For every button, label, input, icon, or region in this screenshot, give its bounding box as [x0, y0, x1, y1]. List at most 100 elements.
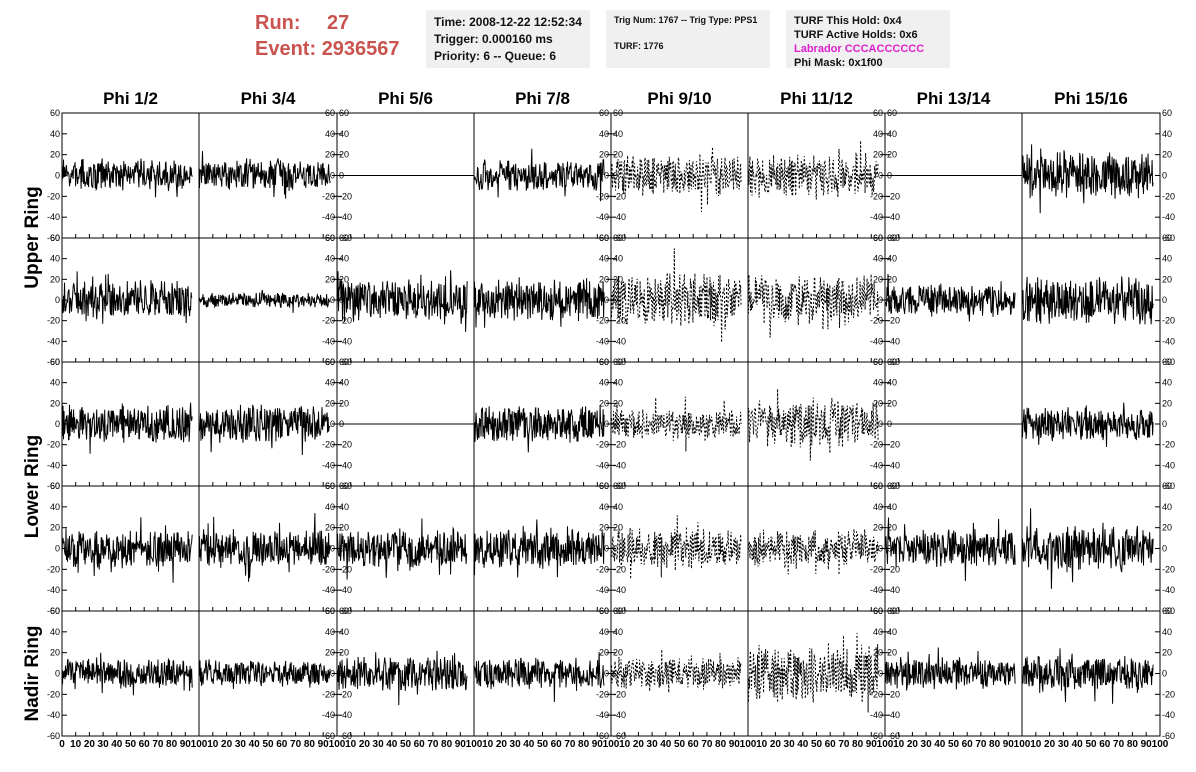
x-tick-label: 60: [551, 739, 563, 750]
y-tick-label: -20: [596, 564, 609, 574]
x-tick-label: 100: [603, 739, 620, 750]
y-tick-label: 0: [604, 171, 609, 181]
column-title: Phi 7/8: [515, 89, 570, 108]
y-tick-label: -40: [322, 212, 335, 222]
y-tick-label: 40: [613, 254, 623, 264]
x-tick-label: 30: [647, 739, 659, 750]
y-tick-label: 40: [613, 378, 623, 388]
y-tick-label: -20: [339, 191, 352, 201]
y-tick-label: 0: [878, 419, 883, 429]
waveform-trace: [610, 515, 742, 580]
y-tick-label: 20: [599, 523, 609, 533]
y-tick-label: 40: [873, 502, 883, 512]
y-tick-label: 20: [613, 150, 623, 160]
y-tick-label: -20: [887, 191, 900, 201]
y-tick-label: 0: [330, 171, 335, 181]
waveform-trace: [473, 405, 605, 453]
waveform-cell: -60 -40 -20 0 20 40 60: [1021, 108, 1175, 243]
y-tick-label: -40: [596, 460, 609, 470]
x-tick-label: 80: [304, 739, 316, 750]
waveform-cell: -60 -40 -20 0 20 40 60: [1021, 357, 1175, 491]
y-tick-label: -60: [47, 233, 60, 243]
y-tick-label: -40: [887, 212, 900, 222]
waveform-cell: -60 -40 -20 0 20 40 60: [47, 108, 200, 243]
y-tick-label: 60: [1162, 481, 1172, 491]
x-tick-label: 50: [1085, 739, 1097, 750]
y-tick-label: -60: [47, 357, 60, 367]
y-tick-label: -20: [887, 440, 900, 450]
y-tick-label: 20: [1162, 648, 1172, 658]
y-tick-label: -20: [1162, 440, 1175, 450]
y-tick-label: 20: [325, 398, 335, 408]
y-tick-label: 0: [55, 171, 60, 181]
y-tick-label: -40: [613, 460, 626, 470]
column-title: Phi 5/6: [378, 89, 433, 108]
y-tick-label: 40: [339, 627, 349, 637]
y-tick-label: -40: [887, 336, 900, 346]
y-tick-label: 20: [887, 648, 897, 658]
y-tick-label: -20: [322, 191, 335, 201]
x-tick-label: 60: [825, 739, 837, 750]
x-tick-label: 10: [70, 739, 82, 750]
y-tick-label: 40: [887, 254, 897, 264]
y-tick-label: 60: [50, 606, 60, 616]
y-tick-label: 20: [339, 398, 349, 408]
y-tick-label: 20: [339, 150, 349, 160]
x-tick-label: 70: [1113, 739, 1125, 750]
y-tick-label: 20: [1162, 274, 1172, 284]
turf-holds-panel: TURF This Hold: 0x4 TURF Active Holds: 0…: [786, 10, 950, 69]
x-tick-label: 40: [523, 739, 535, 750]
run-event-readout: Run: 27 Event: 2936567: [255, 10, 400, 62]
x-tick-label: 50: [948, 739, 960, 750]
waveform-trace: [198, 289, 331, 313]
y-tick-label: 60: [599, 108, 609, 118]
time-trigger-panel: Time: 2008-12-22 12:52:34 Trigger: 0.000…: [426, 10, 590, 68]
y-tick-label: -20: [613, 191, 626, 201]
y-tick-label: 0: [1162, 171, 1167, 181]
y-tick-label: 60: [599, 233, 609, 243]
y-tick-label: -40: [887, 585, 900, 595]
waveform-trace: [747, 388, 879, 461]
waveform-trace: [610, 649, 742, 693]
y-tick-label: 40: [887, 378, 897, 388]
y-tick-label: -20: [47, 564, 60, 574]
y-tick-label: 60: [50, 481, 60, 491]
y-tick-label: 60: [50, 233, 60, 243]
x-tick-label: 10: [756, 739, 768, 750]
x-tick-label: 50: [125, 739, 137, 750]
ring-label: Upper Ring: [22, 186, 43, 288]
labrador-text: Labrador CCCACCCCCC: [794, 43, 925, 55]
x-tick-label: 70: [564, 739, 576, 750]
y-tick-label: -40: [870, 336, 883, 346]
column-title: Phi 1/2: [103, 89, 158, 108]
y-tick-label: 40: [887, 129, 897, 139]
y-tick-label: 60: [325, 357, 335, 367]
y-tick-label: -40: [322, 585, 335, 595]
y-tick-label: 0: [604, 419, 609, 429]
y-tick-label: -20: [322, 564, 335, 574]
y-tick-label: 40: [873, 627, 883, 637]
y-tick-label: 0: [604, 295, 609, 305]
y-tick-label: 20: [339, 274, 349, 284]
y-tick-label: 60: [873, 233, 883, 243]
y-tick-label: -60: [47, 606, 60, 616]
y-tick-label: 0: [330, 544, 335, 554]
waveform-trace: [884, 517, 1016, 582]
waveform-trace: [473, 519, 605, 578]
y-tick-label: 40: [599, 502, 609, 512]
waveform-trace: [610, 248, 742, 343]
x-tick-label: 30: [1058, 739, 1070, 750]
y-tick-label: 40: [613, 129, 623, 139]
y-tick-label: -20: [339, 440, 352, 450]
y-tick-label: 40: [873, 254, 883, 264]
trig-num-panel: Trig Num: 1767 -- Trig Type: PPS1 TURF: …: [606, 10, 770, 68]
x-tick-label: 10: [482, 739, 494, 750]
waveform-trace: [198, 404, 331, 456]
y-tick-label: -60: [1162, 233, 1175, 243]
x-tick-label: 80: [715, 739, 727, 750]
y-tick-label: 60: [1162, 357, 1172, 367]
waveform-trace: [1021, 276, 1154, 325]
x-tick-label: 30: [235, 739, 247, 750]
x-tick-label: 0: [59, 739, 65, 750]
x-tick-label: 40: [386, 739, 398, 750]
